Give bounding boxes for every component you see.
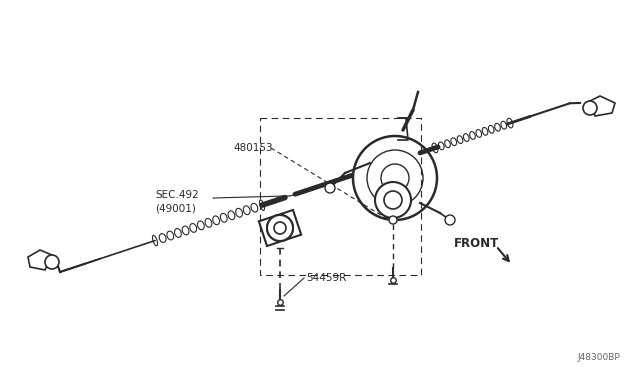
- Text: 480153: 480153: [233, 143, 273, 153]
- Circle shape: [389, 216, 397, 224]
- Text: J48300BP: J48300BP: [577, 353, 620, 362]
- Circle shape: [325, 183, 335, 193]
- Text: FRONT: FRONT: [454, 237, 499, 250]
- Polygon shape: [259, 210, 301, 246]
- Text: 54459R: 54459R: [306, 273, 346, 283]
- Circle shape: [267, 215, 293, 241]
- Text: SEC.492
(49001): SEC.492 (49001): [155, 190, 199, 213]
- Polygon shape: [590, 96, 615, 116]
- Circle shape: [583, 101, 597, 115]
- Circle shape: [267, 215, 293, 241]
- Polygon shape: [28, 250, 52, 270]
- Circle shape: [375, 182, 411, 218]
- Circle shape: [45, 255, 59, 269]
- Circle shape: [445, 215, 455, 225]
- Circle shape: [353, 136, 437, 220]
